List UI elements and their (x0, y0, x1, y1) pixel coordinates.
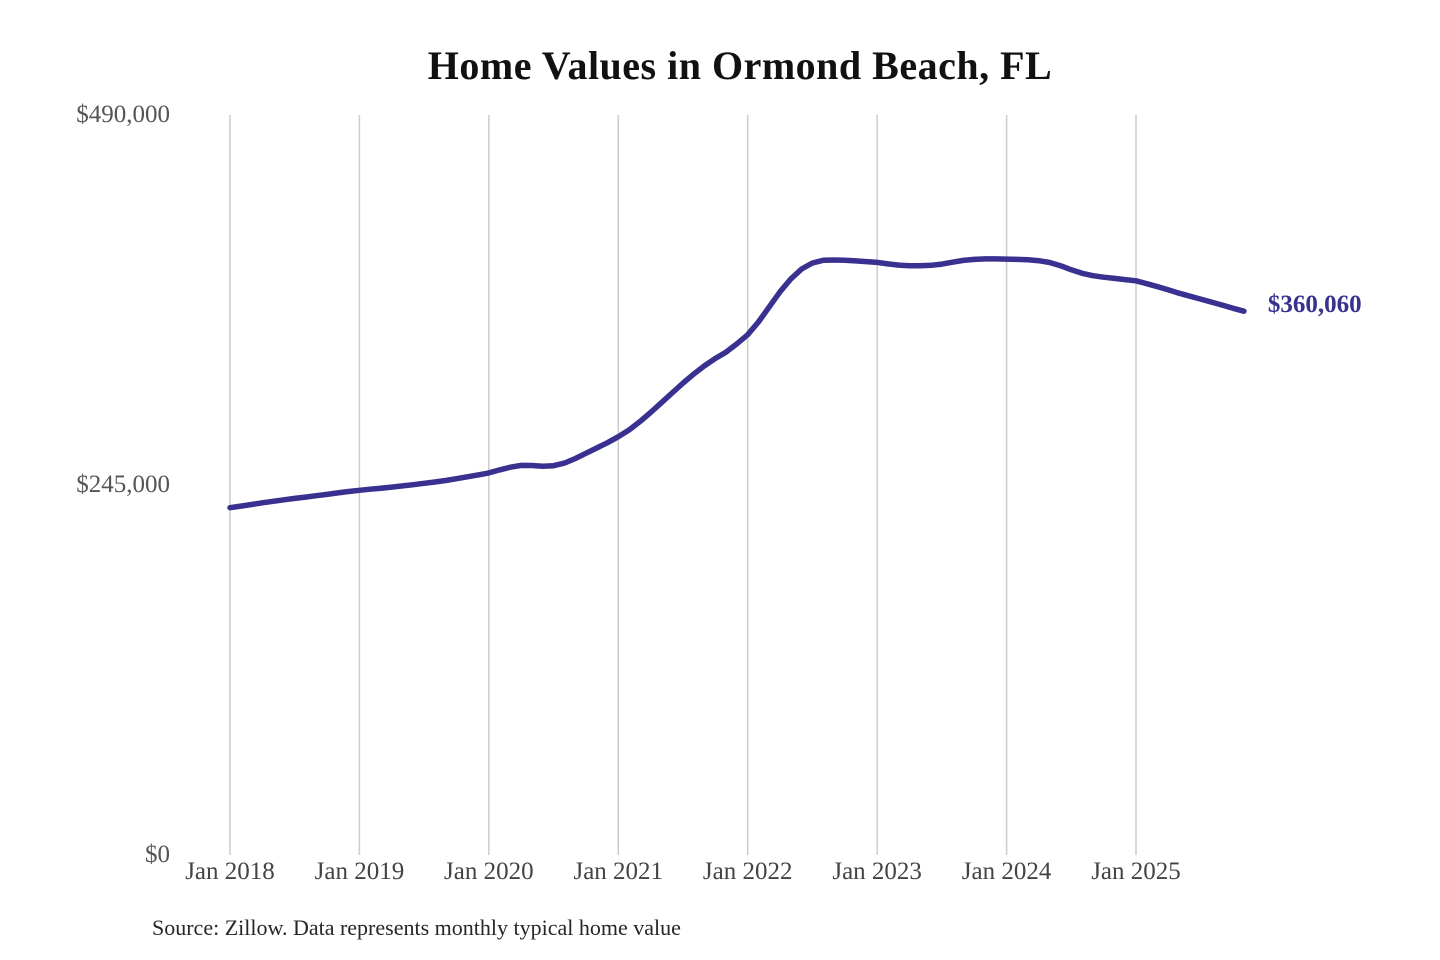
y-tick-label: $245,000 (76, 471, 170, 498)
x-tick-label: Jan 2024 (961, 858, 1052, 885)
x-tick-label: Jan 2025 (1091, 858, 1181, 885)
x-tick-label: Jan 2021 (573, 858, 664, 885)
y-tick-label: $0 (145, 841, 170, 868)
x-tick-label: Jan 2020 (444, 858, 534, 885)
last-value-label: $360,060 (1267, 291, 1362, 319)
chart-title: Home Values in Ormond Beach, FL (427, 43, 1053, 88)
source-note: Source: Zillow. Data represents monthly … (152, 915, 681, 940)
gridlines (229, 115, 1137, 855)
y-tick-label: $490,000 (76, 101, 170, 128)
x-tick-label: Jan 2022 (702, 858, 793, 885)
x-tick-label: Jan 2019 (314, 858, 405, 885)
x-tick-label: Jan 2023 (832, 858, 922, 885)
x-tick-label: Jan 2018 (185, 858, 275, 885)
value-line (227, 256, 1247, 511)
